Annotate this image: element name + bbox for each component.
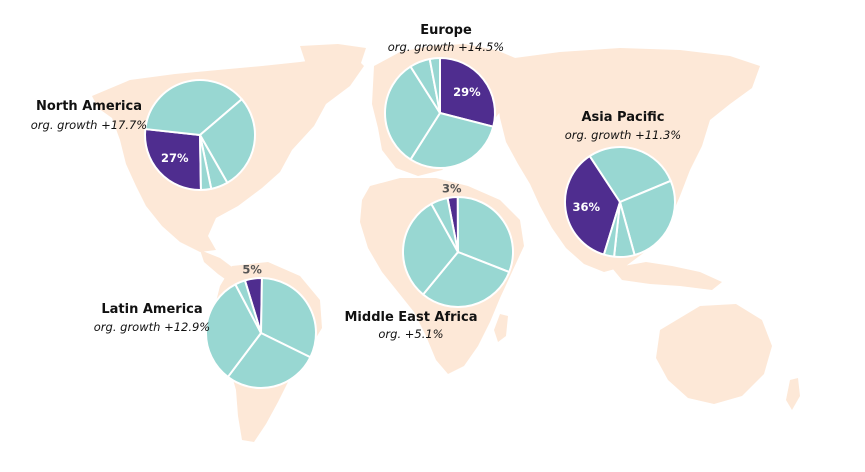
pie-north-america-slice-0 [143, 128, 202, 191]
pie-latin-america: 5% [205, 263, 317, 389]
region-labels: North America org. growth +17.7% Europe … [31, 23, 681, 341]
land-greenland [300, 44, 366, 82]
pie-north-america-slice-1 [144, 79, 243, 136]
pie-middle-east-africa-slice-4 [430, 197, 459, 253]
pie-asia-pacific-slice-2 [619, 179, 676, 257]
land-indonesia [612, 262, 722, 290]
pie-middle-east-africa-slice-1 [456, 195, 514, 274]
pie-asia-pacific-slice-0 [564, 155, 621, 256]
region-title-europe: Europe [420, 23, 472, 38]
pie-europe-slice-4 [428, 56, 441, 114]
pie-north-america-slice-2 [199, 98, 256, 184]
region-title-middle-east-africa: Middle East Africa [345, 310, 478, 325]
region-growth-europe: org. growth +14.5% [388, 40, 504, 54]
pie-latin-america-value-label: 5% [242, 263, 262, 277]
pie-north-america-value-label: 27% [161, 151, 189, 165]
region-title-latin-america: Latin America [101, 302, 202, 317]
pie-latin-america-slice-1 [260, 277, 317, 359]
pie-middle-east-africa: 3% [402, 181, 514, 308]
pie-europe: 29% [383, 56, 496, 169]
land-australia [656, 304, 772, 404]
pie-asia-pacific: 36% [564, 146, 676, 258]
pie-europe-value-label: 29% [453, 85, 481, 99]
region-growth-middle-east-africa: org. +5.1% [378, 327, 443, 341]
land-madagascar [494, 314, 508, 342]
pie-middle-east-africa-slice-3 [402, 202, 459, 296]
pie-europe-slice-1 [409, 112, 495, 169]
land-japan [688, 102, 706, 146]
regional-pie-charts: 27% 29% 36% 3% 5% [143, 56, 676, 389]
pie-north-america: 27% [143, 79, 256, 191]
pie-asia-pacific-value-label: 36% [572, 200, 600, 214]
region-growth-north-america: org. growth +17.7% [31, 118, 147, 132]
pie-europe-slice-0 [439, 57, 496, 128]
region-growth-latin-america: org. growth +12.9% [94, 320, 210, 334]
pie-europe-slice-2 [383, 65, 441, 161]
region-growth-asia-pacific: org. growth +11.3% [565, 128, 681, 142]
pie-latin-america-slice-2 [226, 332, 312, 389]
pie-latin-america-slice-4 [234, 279, 262, 334]
pie-middle-east-africa-slice-2 [422, 251, 511, 308]
land-new-zealand [786, 378, 800, 410]
region-title-north-america: North America [36, 99, 142, 114]
pie-asia-pacific-slice-4 [602, 201, 621, 258]
pie-north-america-slice-4 [199, 134, 213, 191]
pie-middle-east-africa-value-label: 3% [442, 181, 462, 195]
region-title-asia-pacific: Asia Pacific [581, 110, 664, 125]
